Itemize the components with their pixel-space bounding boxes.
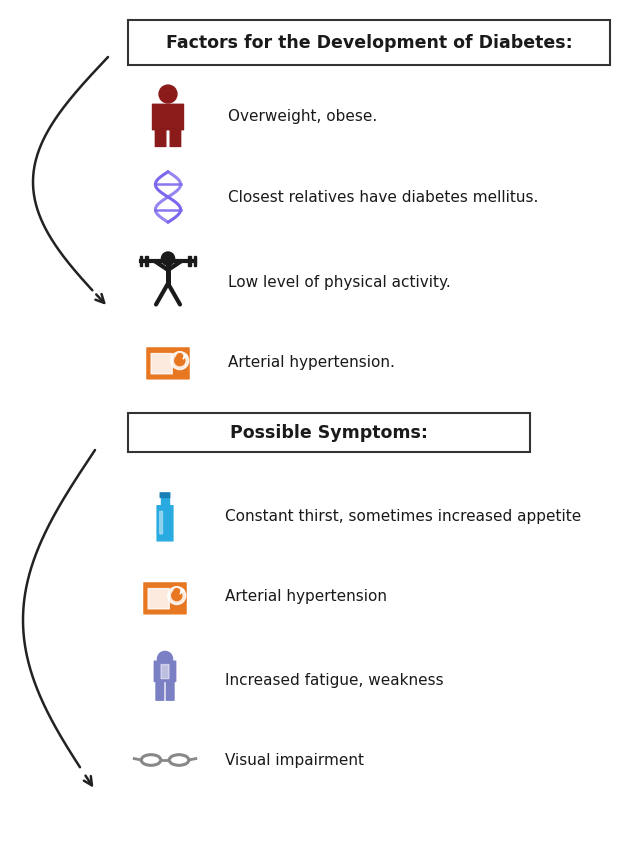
Bar bbox=[194, 255, 196, 266]
Bar bbox=[128, 20, 610, 65]
FancyBboxPatch shape bbox=[170, 128, 181, 146]
Circle shape bbox=[177, 354, 183, 359]
Text: Arterial hypertension: Arterial hypertension bbox=[225, 590, 387, 605]
Circle shape bbox=[174, 356, 185, 366]
Text: Possible Symptoms:: Possible Symptoms: bbox=[230, 424, 428, 441]
Circle shape bbox=[174, 593, 180, 599]
FancyBboxPatch shape bbox=[160, 511, 162, 534]
Circle shape bbox=[168, 586, 186, 605]
FancyBboxPatch shape bbox=[157, 506, 173, 541]
Text: Visual impairment: Visual impairment bbox=[225, 753, 364, 767]
FancyBboxPatch shape bbox=[154, 661, 176, 682]
Circle shape bbox=[177, 358, 183, 364]
Circle shape bbox=[171, 352, 189, 369]
Circle shape bbox=[162, 252, 174, 266]
FancyBboxPatch shape bbox=[161, 664, 169, 679]
Text: Low level of physical activity.: Low level of physical activity. bbox=[228, 274, 450, 290]
Bar bbox=[140, 255, 142, 266]
Text: Factors for the Development of Diabetes:: Factors for the Development of Diabetes: bbox=[166, 34, 573, 52]
Text: Constant thirst, sometimes increased appetite: Constant thirst, sometimes increased app… bbox=[225, 509, 581, 524]
FancyBboxPatch shape bbox=[155, 128, 166, 146]
FancyBboxPatch shape bbox=[166, 681, 174, 700]
FancyBboxPatch shape bbox=[153, 105, 183, 130]
Text: Closest relatives have diabetes mellitus.: Closest relatives have diabetes mellitus… bbox=[228, 189, 539, 204]
Bar bbox=[128, 413, 530, 452]
FancyBboxPatch shape bbox=[144, 583, 186, 614]
Bar bbox=[189, 255, 191, 266]
Text: Overweight, obese.: Overweight, obese. bbox=[228, 110, 377, 125]
FancyBboxPatch shape bbox=[151, 354, 173, 374]
Text: Increased fatigue, weakness: Increased fatigue, weakness bbox=[225, 672, 443, 688]
FancyBboxPatch shape bbox=[160, 493, 170, 497]
Circle shape bbox=[174, 588, 180, 594]
FancyBboxPatch shape bbox=[148, 588, 169, 609]
FancyBboxPatch shape bbox=[156, 681, 164, 700]
Bar bbox=[161, 497, 169, 506]
Text: Arterial hypertension.: Arterial hypertension. bbox=[228, 355, 395, 369]
Bar bbox=[145, 255, 148, 266]
Circle shape bbox=[159, 85, 177, 103]
Circle shape bbox=[172, 591, 182, 600]
FancyBboxPatch shape bbox=[147, 348, 189, 379]
Circle shape bbox=[157, 651, 173, 667]
